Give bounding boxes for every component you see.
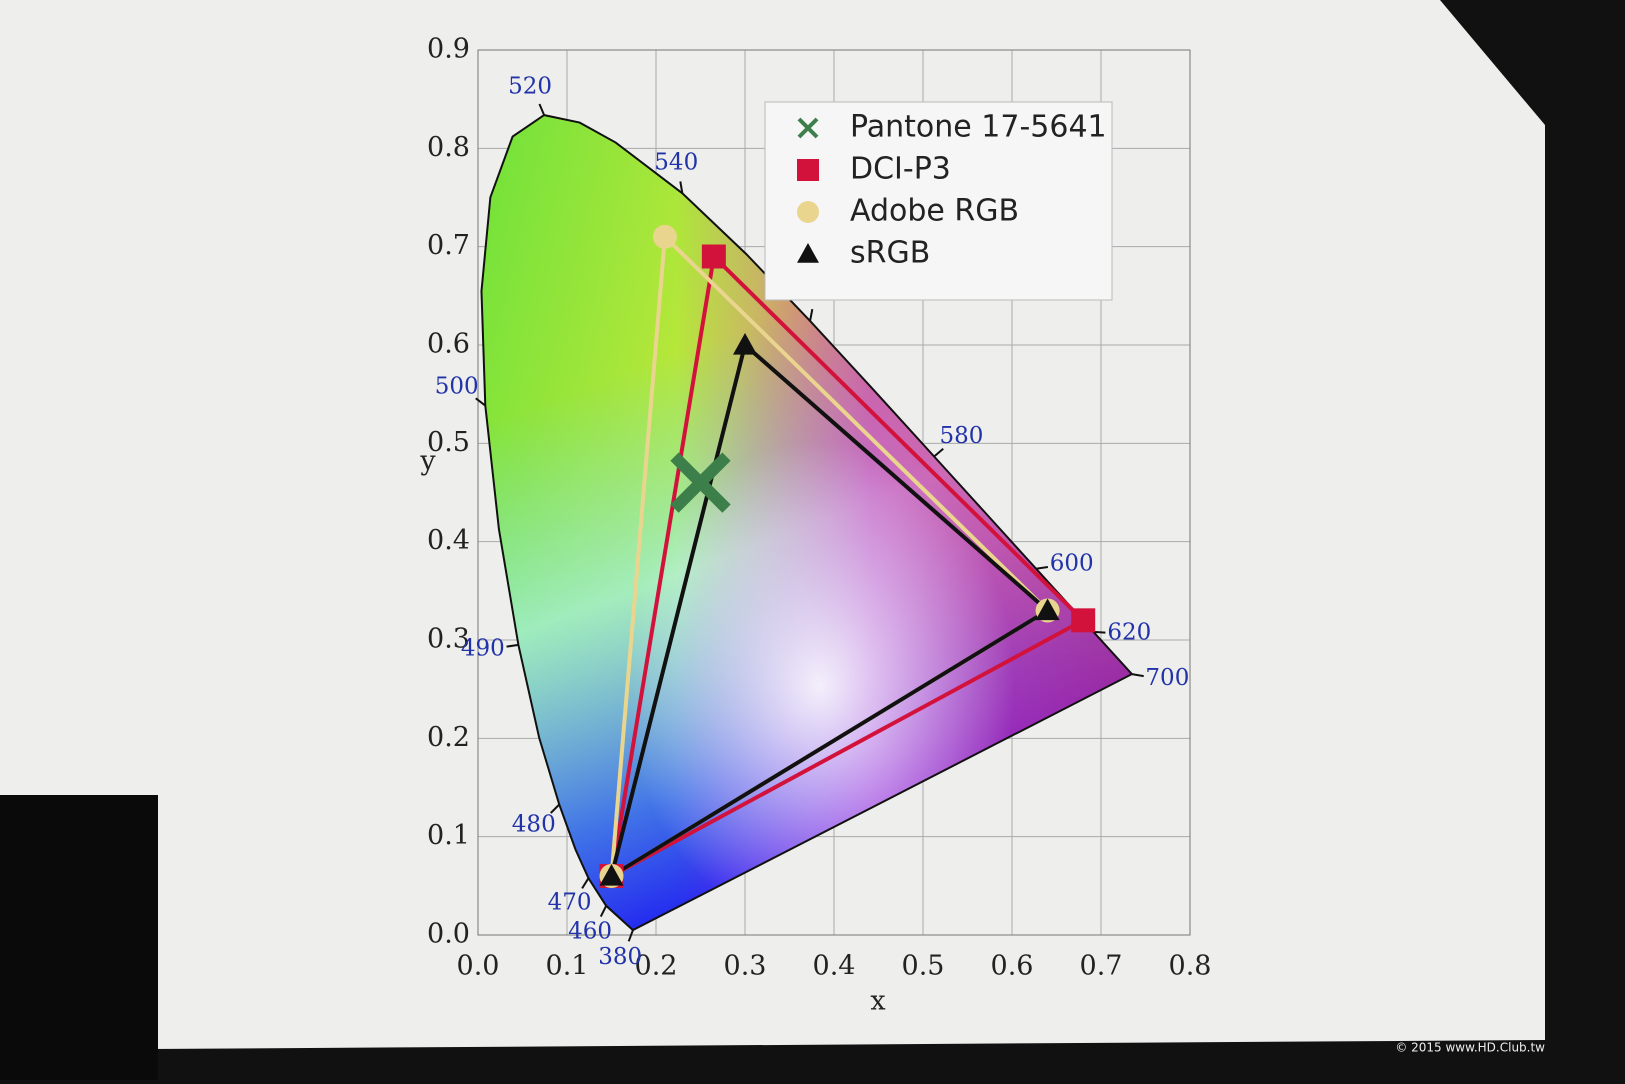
locus-tick <box>809 308 814 322</box>
y-tick-label: 0.6 <box>427 329 470 360</box>
gamut-fill <box>481 115 1132 931</box>
wavelength-label: 520 <box>508 73 552 99</box>
legend-entries: Pantone 17-5641 DCI-P3 Adobe RGB sRGB <box>797 110 1107 271</box>
locus-tick <box>1093 630 1106 634</box>
y-tick-label: 0.0 <box>427 919 470 950</box>
wavelength-label: 580 <box>940 423 984 449</box>
y-tick-label: 0.7 <box>427 230 470 261</box>
marker <box>797 117 819 139</box>
wavelength-label: 620 <box>1107 620 1151 646</box>
x-tick-label: 0.6 <box>991 951 1034 982</box>
locus-tick <box>1035 565 1049 570</box>
wavelength-label: 540 <box>654 150 698 176</box>
y-tick-label: 0.5 <box>427 427 470 458</box>
y-axis-label: y <box>419 446 436 477</box>
x-tick-label: 0.0 <box>457 951 500 982</box>
wavelength-label: 480 <box>512 812 556 838</box>
locus-tick <box>581 877 590 889</box>
marker <box>599 864 624 886</box>
y-tick-label: 0.2 <box>427 722 470 753</box>
y-tick-label: 0.3 <box>427 624 470 655</box>
plot-area: 0.0 0.1 0.2 0.3 0.4 0.5 0.6 0.7 0.8 0.0 0.1 0.2 0.3 0… <box>427 34 1211 982</box>
marker <box>797 159 819 181</box>
marker <box>1035 598 1060 621</box>
marker <box>797 243 819 263</box>
marker <box>652 224 677 249</box>
wavelength-label: 700 <box>1145 665 1189 691</box>
legend-label: Pantone 17-5641 <box>850 110 1107 145</box>
gamut-triangle <box>608 341 1051 881</box>
y-tick-label: 0.4 <box>427 525 470 556</box>
legend-label: DCI-P3 <box>850 152 951 187</box>
locus-tick <box>599 905 608 917</box>
x-tick-label: 0.2 <box>635 951 678 982</box>
y-tick-label: 0.1 <box>427 820 470 851</box>
x-tick-label: 0.8 <box>1169 951 1212 982</box>
x-tick-label: 0.4 <box>813 951 856 982</box>
wavelength-label: 600 <box>1050 550 1094 576</box>
wavelength-label: 470 <box>548 890 592 916</box>
x-tick-label: 0.7 <box>1080 951 1123 982</box>
wavelength-label: 490 <box>461 635 505 661</box>
y-tick-label: 0.9 <box>427 34 470 65</box>
locus-tick <box>679 181 684 194</box>
x-tick-label: 0.5 <box>902 951 945 982</box>
wavelength-label: 380 <box>598 944 642 970</box>
locus-tick <box>538 103 546 116</box>
locus-tick <box>627 929 634 942</box>
legend <box>764 101 1113 301</box>
y-tick-label: 0.8 <box>427 132 470 163</box>
legend-label: Adobe RGB <box>850 194 1019 229</box>
watermark: HD.Club 精研視務所 <box>1432 1026 1545 1041</box>
gamut-triangle <box>608 252 1087 880</box>
x-axis-label: x <box>870 986 885 1017</box>
marker <box>701 244 726 269</box>
wavelength-label: 460 <box>568 919 612 945</box>
wavelength-label: 500 <box>435 373 479 399</box>
locus-tick <box>1131 673 1144 678</box>
legend-label: sRGB <box>850 236 930 271</box>
marker <box>1071 608 1096 633</box>
watermark: © 2015 www.HD.Club.tw <box>1395 1041 1545 1055</box>
locus-tick <box>506 643 519 648</box>
marker <box>797 201 819 223</box>
plot-frame <box>477 49 1191 936</box>
x-tick-label: 0.1 <box>546 951 589 982</box>
locus-tick <box>475 397 486 407</box>
dark-object <box>0 795 158 1080</box>
locus-tick <box>550 803 560 814</box>
locus-tick <box>933 447 944 458</box>
marker <box>733 333 757 355</box>
x-tick-label: 0.3 <box>724 951 767 982</box>
marker <box>670 452 731 513</box>
